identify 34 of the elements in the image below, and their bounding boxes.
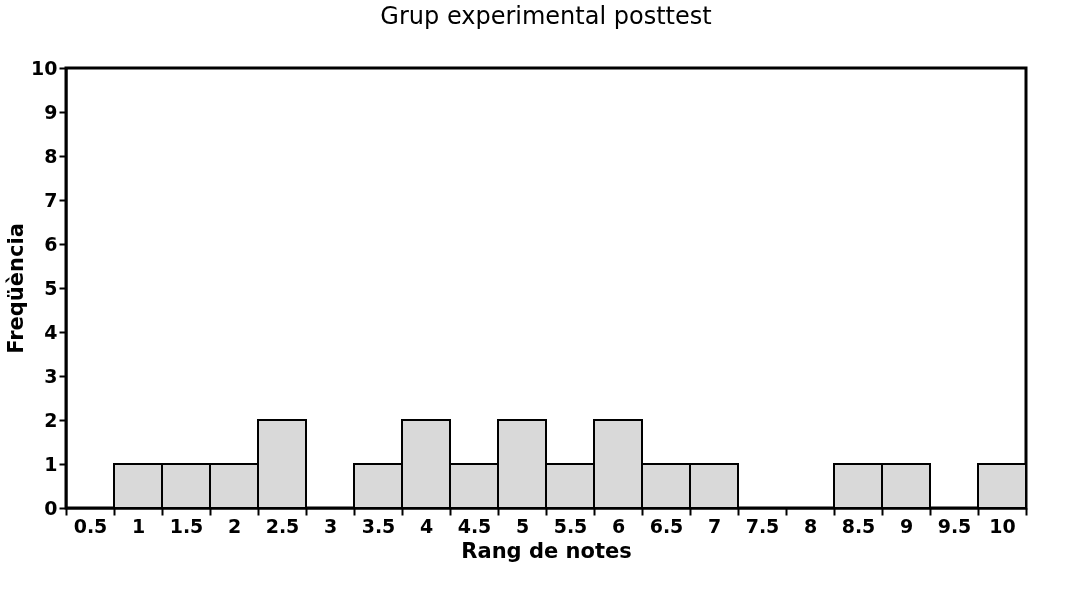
y-tick-label: 0	[44, 496, 58, 519]
x-tick-label: 1.5	[169, 514, 204, 537]
x-tick-label: 3	[323, 514, 338, 537]
x-tick-label: 10	[989, 514, 1016, 537]
x-tick-label: 9.5	[937, 514, 972, 537]
x-tick-label: 7.5	[745, 514, 780, 537]
x-tick-label: 1	[131, 514, 146, 537]
x-tick-label: 8.5	[841, 514, 876, 537]
chart-title: Grup experimental posttest	[380, 2, 712, 30]
x-tick-label: 6	[611, 514, 626, 537]
x-tick-label: 5.5	[553, 514, 588, 537]
y-tick-label: 2	[44, 408, 58, 431]
x-tick-label: 6.5	[649, 514, 684, 537]
y-tick-label: 8	[44, 144, 58, 167]
x-tick-label: 4	[419, 514, 434, 537]
x-tick-label: 3.5	[361, 514, 396, 537]
x-axis-title: Rang de notes	[461, 538, 632, 563]
y-axis-title: Freqüència	[4, 223, 29, 354]
y-tick-label: 9	[44, 100, 58, 123]
x-tick-label: 2.5	[265, 514, 300, 537]
x-tick-label: 2	[227, 514, 242, 537]
y-tick-label: 1	[44, 452, 58, 475]
x-tick-label: 9	[899, 514, 914, 537]
x-tick-label: 5	[515, 514, 530, 537]
x-tick-label: 4.5	[457, 514, 492, 537]
y-tick-label: 10	[31, 56, 58, 79]
x-tick-label: 7	[707, 514, 722, 537]
y-tick-label: 3	[44, 364, 58, 387]
y-tick-label: 6	[44, 232, 58, 255]
y-tick-label: 5	[44, 276, 58, 299]
y-tick-label: 7	[44, 188, 58, 211]
y-tick-label: 4	[44, 320, 58, 343]
x-tick-label: 0.5	[73, 514, 108, 537]
x-tick-label: 8	[803, 514, 818, 537]
